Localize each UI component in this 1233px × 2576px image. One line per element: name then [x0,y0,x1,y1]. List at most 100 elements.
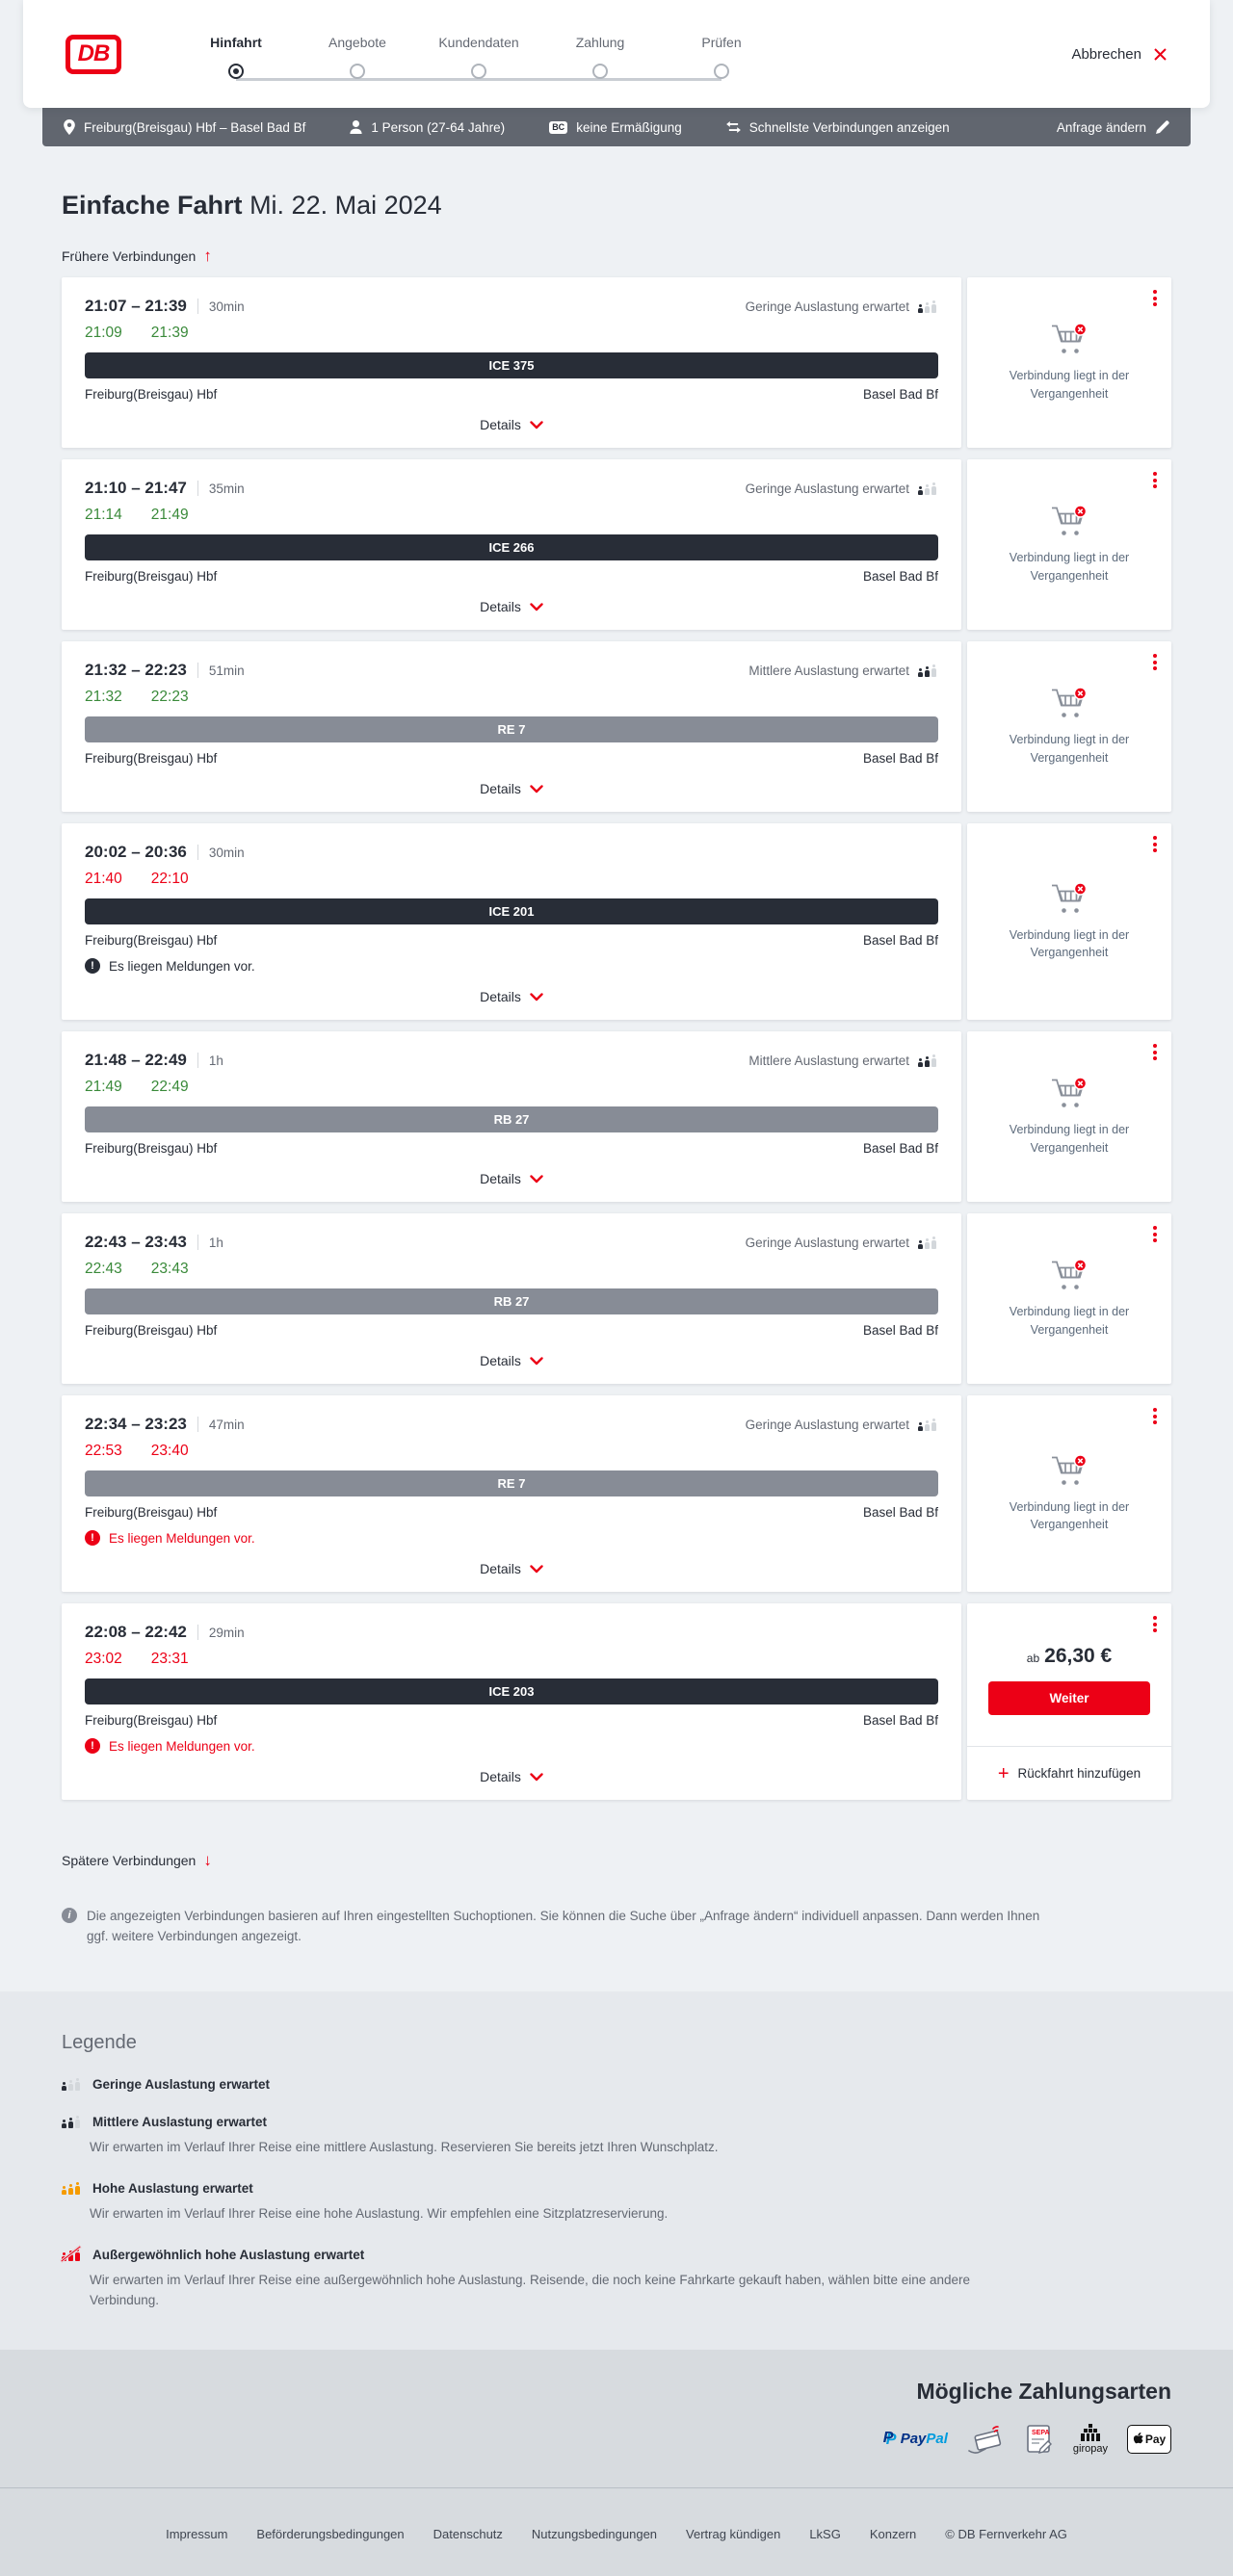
connection-duration: 30min [208,299,245,314]
connection-time-range: 21:10 – 21:47 [85,479,187,497]
past-connection-label: Verbindung liegt in der Vergangenheit [1009,1305,1130,1337]
details-button[interactable]: Details [85,1761,938,1790]
train-label: ICE 203 [488,1684,535,1699]
occupancy-level-icon [62,2115,82,2129]
footer-link[interactable]: Datenschutz [433,2526,503,2541]
connection-side-panel: Verbindung liegt in der Vergangenheit + [967,459,1171,630]
actual-departure-time: 21:09 [85,325,122,341]
more-options-button[interactable] [1150,833,1160,855]
train-label: RB 27 [493,1294,530,1309]
connection-row: 22:34 – 23:23 47min Geringe Auslastung e… [62,1395,1171,1592]
actual-times: 21:14 21:49 [85,507,938,524]
train-segment-bar: RE 7 [85,1470,938,1496]
edit-request-button[interactable]: Anfrage ändern [1057,120,1169,135]
connection-card: 20:02 – 20:36 30min 21:40 [62,823,961,1020]
details-label: Details [480,1769,521,1784]
footer-link[interactable]: Konzern [869,2526,917,2541]
route-chip: Freiburg(Breisgau) Hbf – Basel Bad Bf [64,119,305,135]
stepper-step-dot [592,64,608,79]
footer-link[interactable]: Nutzungsbedingungen [531,2526,658,2541]
footer-link[interactable]: LkSG [809,2526,841,2541]
divider [197,1417,198,1432]
stepper-line [236,78,721,81]
details-button[interactable]: Details [85,1553,938,1582]
stepper-step[interactable]: Angebote [297,35,418,79]
departure-station: Freiburg(Breisgau) Hbf [85,933,218,948]
chevron-down-icon [530,1356,543,1365]
db-logo: DB [66,34,121,74]
connection-card: 21:07 – 21:39 30min Geringe Auslastung e… [62,277,961,448]
more-options-button[interactable] [1150,1223,1160,1245]
occupancy-info: Geringe Auslastung erwartet [746,299,938,314]
departure-station: Freiburg(Breisgau) Hbf [85,569,218,584]
details-button[interactable]: Details [85,409,938,438]
arrival-station: Basel Bad Bf [862,1323,938,1338]
more-options-button[interactable] [1150,1041,1160,1063]
chevron-down-icon [530,602,543,611]
past-connection-note: Verbindung liegt in der Vergangenheit [967,1067,1171,1165]
actual-arrival-time: 21:39 [150,325,189,341]
actual-departure-time: 23:02 [85,1651,122,1667]
stepper-step[interactable]: Hinfahrt [175,35,297,79]
arrival-station: Basel Bad Bf [862,1141,938,1156]
stepper-step[interactable]: Kundendaten [418,35,539,79]
occupancy-level-icon [62,2077,82,2092]
connection-row: 20:02 – 20:36 30min 21:40 [62,823,1171,1020]
connection-duration: 29min [208,1625,245,1640]
legend-item: Geringe Auslastung erwartet [62,2077,1171,2092]
stepper-step-dot [714,64,729,79]
later-connections-link[interactable]: Spätere Verbindungen ↓ [62,1852,212,1868]
occupancy-label: Geringe Auslastung erwartet [745,481,909,496]
location-pin-icon [64,119,75,135]
details-button[interactable]: Details [85,591,938,620]
price-prefix: ab [1026,1651,1040,1665]
svg-text:SEPA: SEPA [1032,2430,1050,2436]
earlier-connections-label: Frühere Verbindungen [62,247,197,264]
occupancy-label: Geringe Auslastung erwartet [745,299,909,314]
divider [197,481,198,496]
more-options-button[interactable] [1150,1405,1160,1427]
actual-departure-time: 21:49 [85,1079,122,1095]
details-button[interactable]: Details [85,981,938,1010]
train-segment-bar: RE 7 [85,716,938,742]
divider [197,845,198,860]
cancel-button[interactable]: Abbrechen [1071,46,1167,63]
continue-button[interactable]: Weiter [988,1680,1150,1715]
details-button[interactable]: Details [85,1345,938,1374]
arrow-up-icon: ↑ [203,247,212,265]
stepper-step[interactable]: Zahlung [539,35,661,79]
footer-link[interactable]: Beförderungsbedingungen [256,2526,405,2541]
more-options-button[interactable] [1150,287,1160,309]
cart-unavailable-icon [1052,1077,1088,1108]
connection-side-panel: Verbindung liegt in der Vergangenheit + [967,823,1171,1020]
more-options-button[interactable] [1150,1613,1160,1635]
details-button[interactable]: Details [85,1163,938,1192]
details-label: Details [480,417,521,432]
cancel-label: Abbrechen [1071,45,1141,63]
add-return-button[interactable]: + Rückfahrt hinzufügen [967,1746,1171,1800]
more-options-button[interactable] [1150,469,1160,491]
more-options-button[interactable] [1150,651,1160,673]
connection-duration: 30min [208,845,245,860]
details-button[interactable]: Details [85,773,938,802]
pencil-icon [1156,120,1169,134]
cart-unavailable-icon [1052,1454,1088,1485]
stepper-step[interactable]: Prüfen [661,35,782,79]
sepa-direct-debit-icon: SEPA [1027,2424,1052,2454]
actual-arrival-time: 23:43 [150,1261,189,1277]
earlier-connections-link[interactable]: Frühere Verbindungen ↑ [62,247,212,264]
discount-chip: BC keine Ermäßigung [549,120,682,135]
footer-link[interactable]: Impressum [166,2526,228,2541]
chevron-down-icon [530,420,543,429]
past-connection-label: Verbindung liegt in der Vergangenheit [1009,733,1130,765]
search-options-note-text: Die angezeigten Verbindungen basieren au… [87,1909,1040,1943]
occupancy-icon [918,664,938,677]
departure-station: Freiburg(Breisgau) Hbf [85,1323,218,1338]
connection-side-panel: ab 26,30 € Weiter + Rückfahrt hinzufügen [967,1603,1171,1800]
legend-item-label: Hohe Auslastung erwartet [92,2180,253,2196]
footer-link[interactable]: Vertrag kündigen [686,2526,781,2541]
fastest-connections-toggle[interactable]: Schnellste Verbindungen anzeigen [725,120,950,135]
actual-times: 21:32 22:23 [85,689,938,706]
connection-message: Es liegen Meldungen vor. [85,958,938,974]
train-segment-bar: ICE 266 [85,534,938,560]
